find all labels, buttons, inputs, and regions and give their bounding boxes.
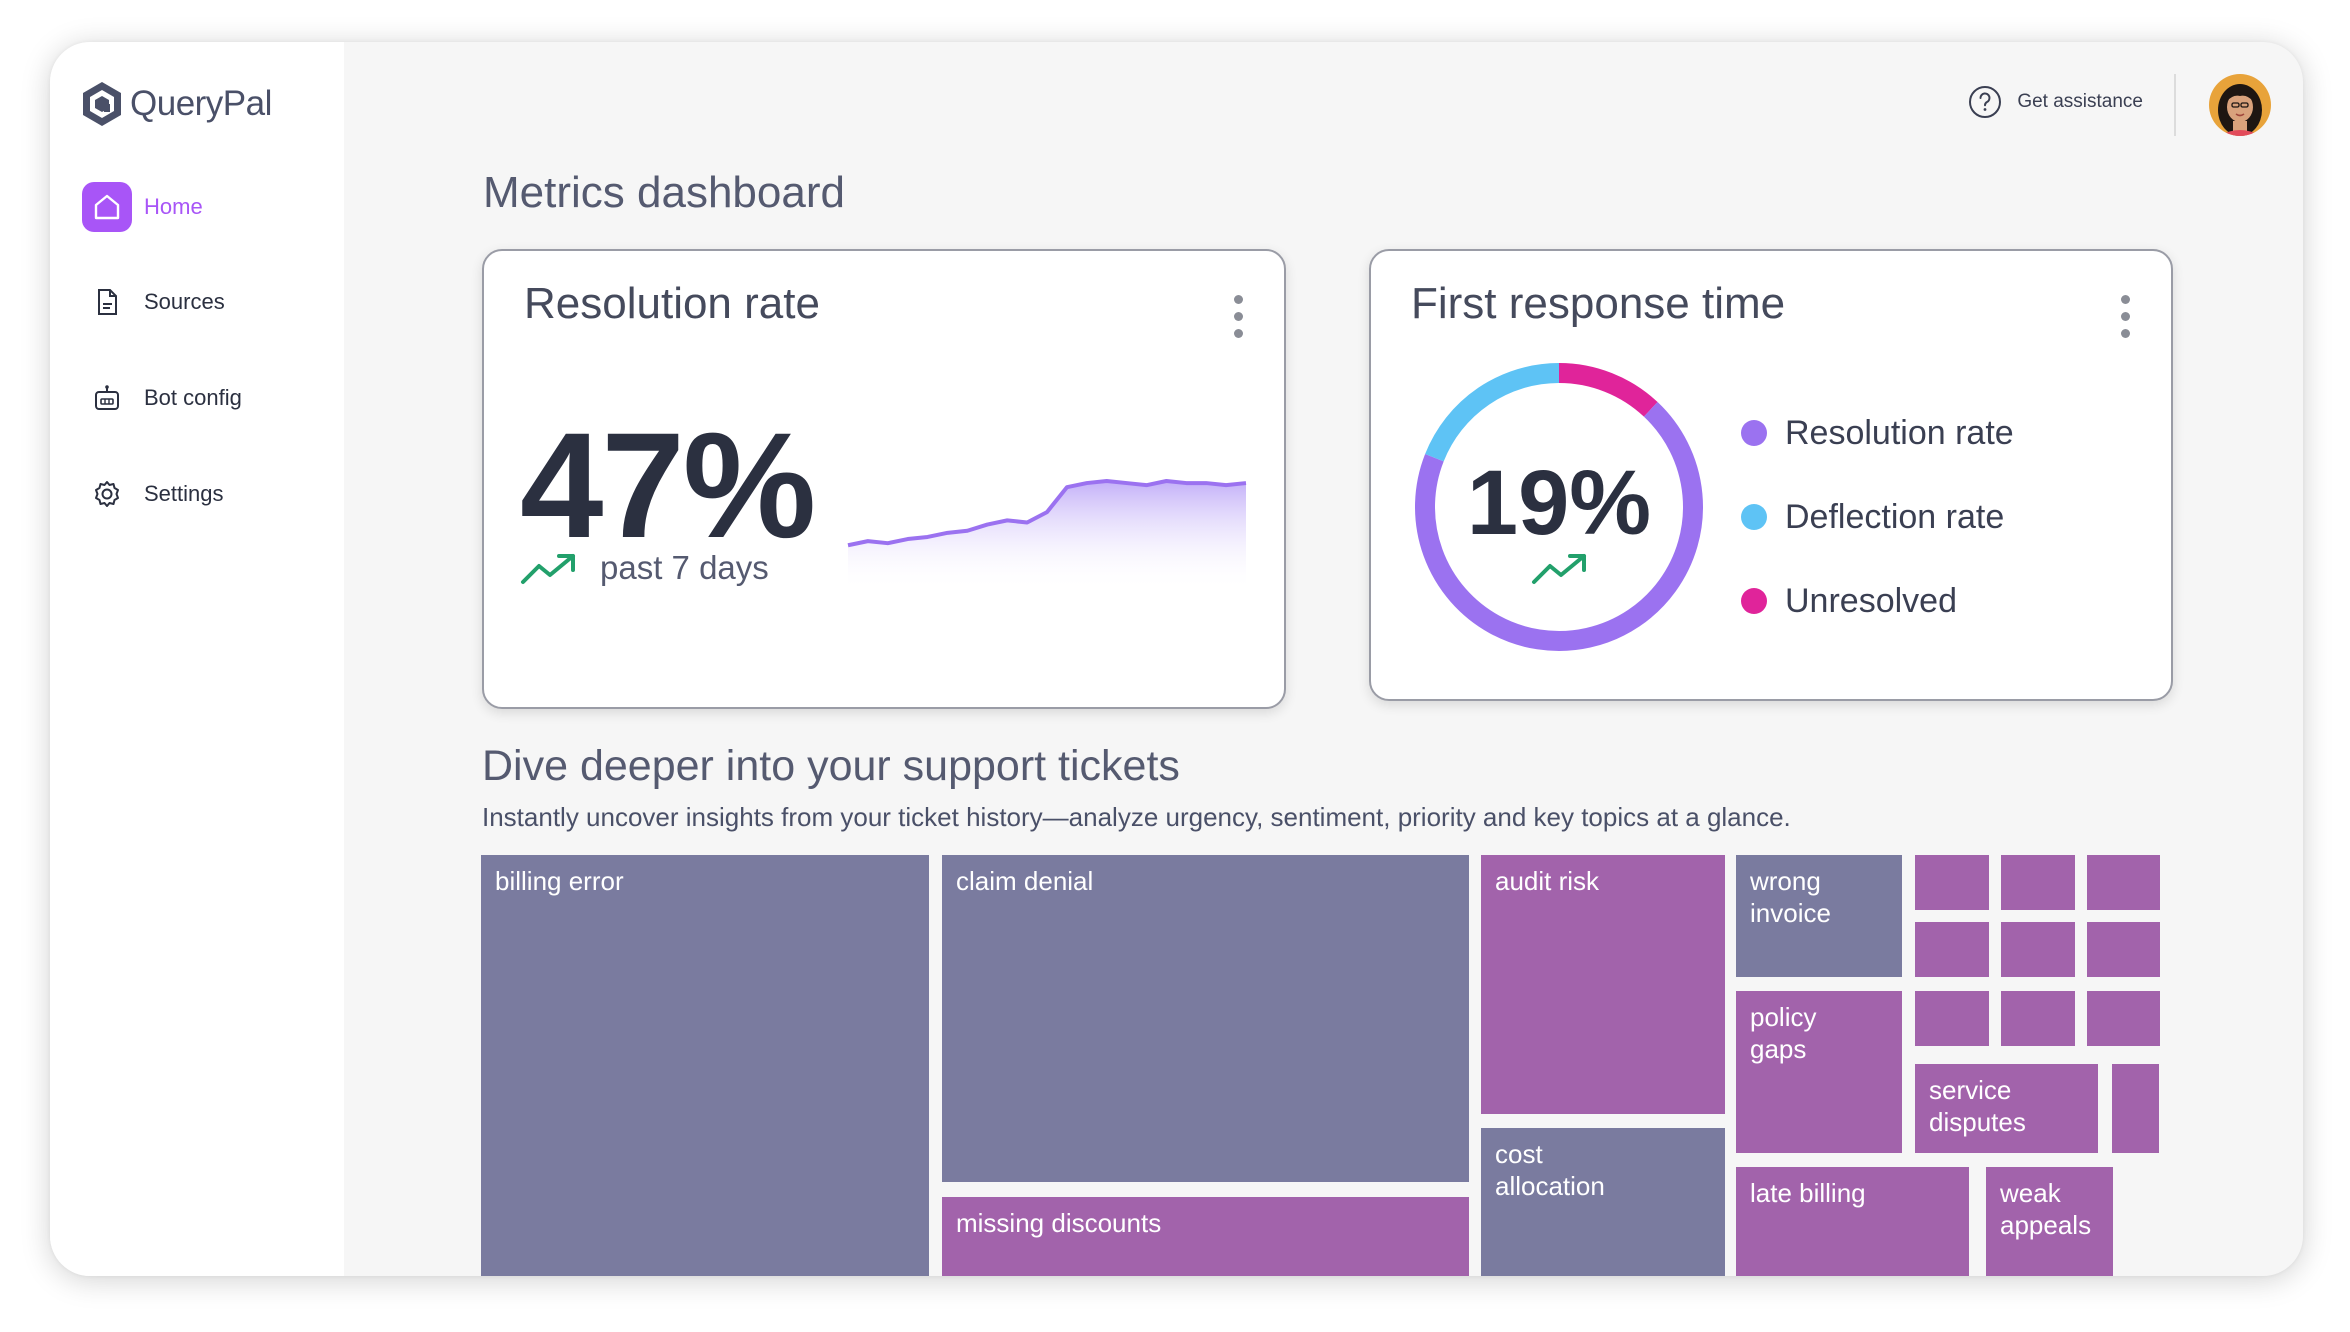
card-title: Resolution rate <box>524 279 820 328</box>
sidebar-item-label: Bot config <box>144 385 242 410</box>
response-donut-chart <box>1415 363 1703 651</box>
card-menu-button[interactable] <box>1234 295 1244 339</box>
app-name: QueryPal <box>130 84 272 123</box>
donut-slice-deflection-rate <box>1425 363 1560 462</box>
legend-label: Deflection rate <box>1785 497 2005 536</box>
sidebar-item-label: Home <box>144 194 203 219</box>
treemap-tile-label: service disputes <box>1929 1075 2026 1137</box>
legend-swatch-icon <box>1741 588 1767 614</box>
treemap-tile-weak-appeals[interactable]: weak appeals <box>1986 1167 2113 1276</box>
treemap-tile-missing-discounts[interactable]: missing discounts <box>942 1197 1469 1276</box>
sidebar-item-bot-config[interactable]: Bot config <box>82 373 242 423</box>
treemap-tile-label: claim denial <box>956 866 1094 896</box>
legend-item-deflection: Deflection rate <box>1741 475 2014 559</box>
legend-item-resolution: Resolution rate <box>1741 391 2014 475</box>
sidebar-item-home[interactable]: Home <box>82 182 203 232</box>
resolution-rate-card: Resolution rate 47% past 7 days <box>482 249 1286 709</box>
legend-label: Unresolved <box>1785 581 1957 620</box>
section-title: Dive deeper into your support tickets <box>482 742 1180 790</box>
legend-item-unresolved: Unresolved <box>1741 559 2014 643</box>
treemap-tile-topic-15[interactable] <box>2087 922 2160 977</box>
treemap-tile-label: wrong invoice <box>1750 866 1831 928</box>
home-icon <box>82 182 132 232</box>
treemap-tile-wrong-invoice[interactable]: wrong invoice <box>1736 855 1902 977</box>
treemap-tile-label: policy gaps <box>1750 1002 1817 1064</box>
treemap-tile-topic-12[interactable] <box>2087 855 2160 910</box>
treemap-tile-audit-risk[interactable]: audit risk <box>1481 855 1725 1114</box>
kebab-dot-icon <box>1234 295 1243 304</box>
treemap-tile-topic-18[interactable] <box>2087 991 2160 1046</box>
kebab-dot-icon <box>2121 329 2130 338</box>
treemap-tile-topic-17[interactable] <box>2001 991 2075 1046</box>
treemap-tile-cost-allocation[interactable]: cost allocation <box>1481 1128 1725 1276</box>
kebab-dot-icon <box>2121 312 2130 321</box>
sparkline-line <box>847 479 1247 548</box>
treemap-tile-topic-13[interactable] <box>1915 922 1989 977</box>
user-avatar[interactable] <box>2209 74 2271 136</box>
querypal-logo-icon <box>83 82 121 126</box>
kebab-dot-icon <box>1234 312 1243 321</box>
sidebar-item-label: Settings <box>144 481 224 506</box>
card-menu-button[interactable] <box>2121 295 2131 339</box>
treemap-tile-label: missing discounts <box>956 1208 1162 1238</box>
treemap-tile-label: billing error <box>495 866 624 896</box>
first-response-card: First response time 19% Resolution rate … <box>1369 249 2173 701</box>
trend-up-icon <box>521 554 575 584</box>
get-assistance-button[interactable]: Get assistance <box>1967 84 2143 120</box>
trend-indicator: past 7 days <box>520 549 769 587</box>
trend-up-icon <box>1532 554 1586 584</box>
sidebar-item-sources[interactable]: Sources <box>82 277 225 327</box>
card-title: First response time <box>1411 279 1786 328</box>
sidebar-item-label: Sources <box>144 289 225 314</box>
treemap-tile-service-disputes[interactable]: service disputes <box>1915 1064 2098 1153</box>
treemap-tile-policy-gaps[interactable]: policy gaps <box>1736 991 1902 1153</box>
treemap-tile-topic-16[interactable] <box>1915 991 1989 1046</box>
treemap-tile-billing-error[interactable]: billing error <box>481 855 929 1276</box>
trend-period-label: past 7 days <box>600 549 769 586</box>
treemap-tile-topic-10[interactable] <box>1915 855 1989 910</box>
resolution-sparkline <box>847 479 1247 591</box>
help-icon <box>1969 86 2002 118</box>
legend-label: Resolution rate <box>1785 413 2014 452</box>
kebab-dot-icon <box>2121 295 2130 304</box>
header-divider <box>2174 74 2176 136</box>
section-subtitle: Instantly uncover insights from your tic… <box>482 802 1791 832</box>
legend-swatch-icon <box>1741 504 1767 530</box>
donut-slice-unresolved <box>1558 363 1658 417</box>
kebab-dot-icon <box>1234 329 1243 338</box>
treemap-tile-topic-19[interactable] <box>2112 1064 2159 1153</box>
app-window: QueryPal Home Sources Bot config Setting <box>50 42 2303 1276</box>
treemap-tile-claim-denial[interactable]: claim denial <box>942 855 1469 1182</box>
treemap-tile-topic-14[interactable] <box>2001 922 2075 977</box>
donut-slice-resolution-rate <box>1415 402 1703 651</box>
donut-legend: Resolution rate Deflection rate Unresolv… <box>1741 391 2014 643</box>
app-logo[interactable]: QueryPal <box>80 80 272 128</box>
treemap-tile-label: audit risk <box>1495 866 1600 896</box>
sparkline-area <box>848 481 1246 591</box>
get-assistance-label: Get assistance <box>2017 91 2143 112</box>
treemap-tile-topic-11[interactable] <box>2001 855 2075 910</box>
sidebar: QueryPal Home Sources Bot config Setting <box>50 42 344 1276</box>
gear-icon <box>82 469 132 519</box>
bot-icon <box>82 373 132 423</box>
page-title: Metrics dashboard <box>483 168 845 217</box>
treemap-tile-label: weak appeals <box>2000 1178 2092 1240</box>
first-response-value: 19% <box>1466 452 1652 554</box>
resolution-rate-value: 47% <box>520 401 816 569</box>
treemap-tile-label: cost allocation <box>1495 1139 1605 1201</box>
treemap-tile-late-billing[interactable]: late billing <box>1736 1167 1969 1276</box>
document-icon <box>82 277 132 327</box>
treemap-tile-label: late billing <box>1750 1178 1866 1208</box>
sidebar-item-settings[interactable]: Settings <box>82 469 224 519</box>
legend-swatch-icon <box>1741 420 1767 446</box>
